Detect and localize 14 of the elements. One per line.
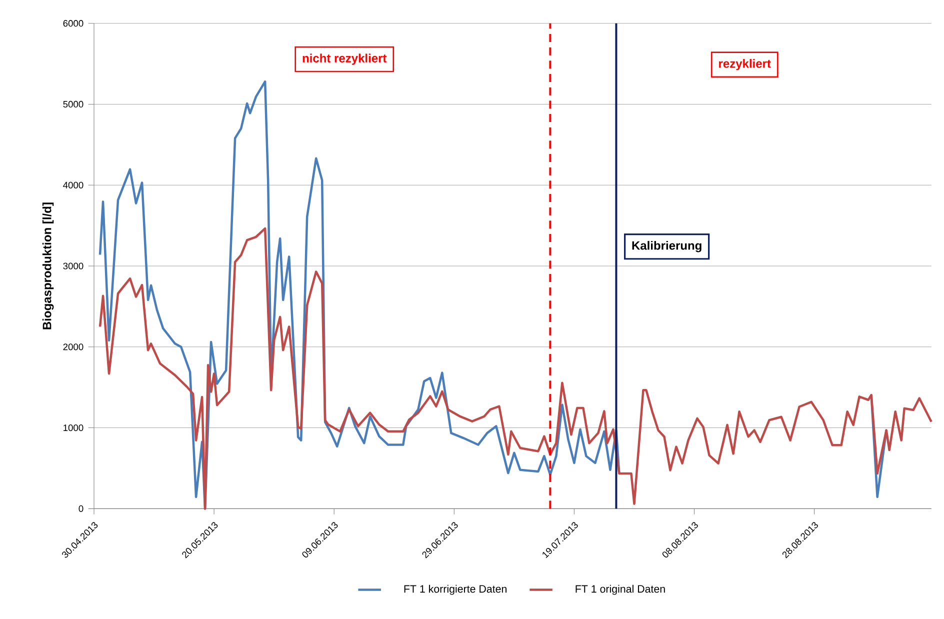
y-tick-label: 2000: [63, 344, 84, 350]
annotation: nicht rezykliert: [302, 54, 387, 65]
y-tick-label: 3000: [63, 262, 84, 270]
y-axis-title: Biogasproduktion [l/d]: [42, 202, 54, 330]
y-tick-label: 0: [78, 506, 84, 512]
y-tick-label: 5000: [63, 101, 84, 108]
y-tick-label: 1000: [64, 424, 84, 432]
legend-label: FT 1 original Daten: [576, 585, 665, 595]
line-series: [98, 227, 932, 510]
y-tick-label: 6000: [63, 20, 84, 27]
ref-line-label: Kalibrierung: [632, 241, 702, 252]
legend-label: FT 1 korrigierte Daten: [404, 585, 506, 595]
y-tick-label: 4000: [63, 182, 84, 189]
annotation: rezykliert: [719, 59, 771, 70]
